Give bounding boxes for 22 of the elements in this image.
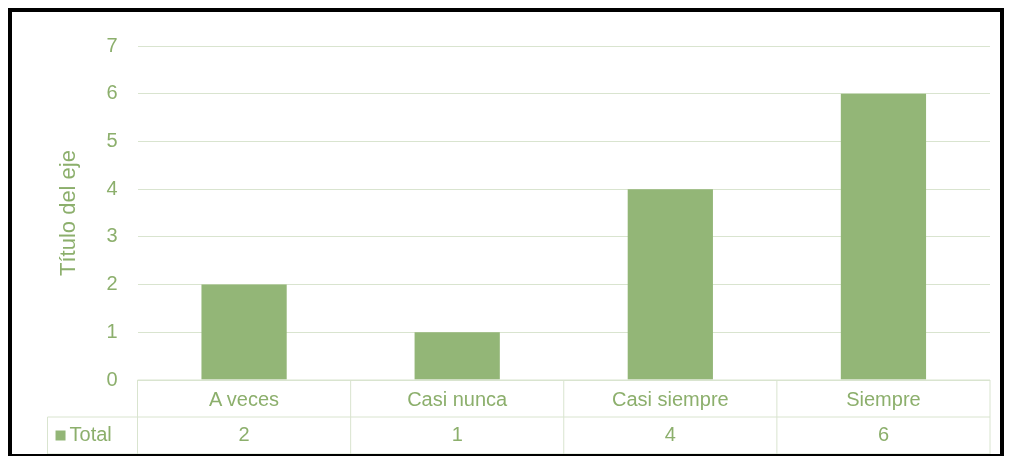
y-tick-label: 2 bbox=[106, 272, 118, 295]
data-label: 6 bbox=[877, 423, 889, 446]
y-tick-label: 4 bbox=[106, 176, 118, 199]
x-tick-label: Siempre bbox=[846, 387, 921, 410]
data-label: 1 bbox=[451, 423, 463, 446]
bar bbox=[201, 284, 287, 380]
data-label: 2 bbox=[238, 423, 250, 446]
y-tick-label: 6 bbox=[106, 81, 118, 104]
bar bbox=[627, 189, 713, 380]
x-tick-label: A veces bbox=[209, 387, 280, 410]
y-tick-label: 0 bbox=[106, 367, 118, 390]
y-tick-label: 1 bbox=[106, 319, 118, 342]
x-tick-label: Casi siempre bbox=[611, 387, 729, 410]
data-label: 4 bbox=[664, 423, 676, 446]
legend-label: Total bbox=[69, 423, 112, 446]
bar bbox=[840, 93, 927, 380]
y-tick-label: 5 bbox=[106, 128, 118, 151]
bar bbox=[414, 332, 500, 380]
y-tick-label: 3 bbox=[106, 224, 118, 247]
x-tick-label: Casi nunca bbox=[407, 387, 509, 410]
y-tick-label: 7 bbox=[106, 33, 118, 56]
y-axis-title: Título del eje bbox=[55, 150, 81, 276]
